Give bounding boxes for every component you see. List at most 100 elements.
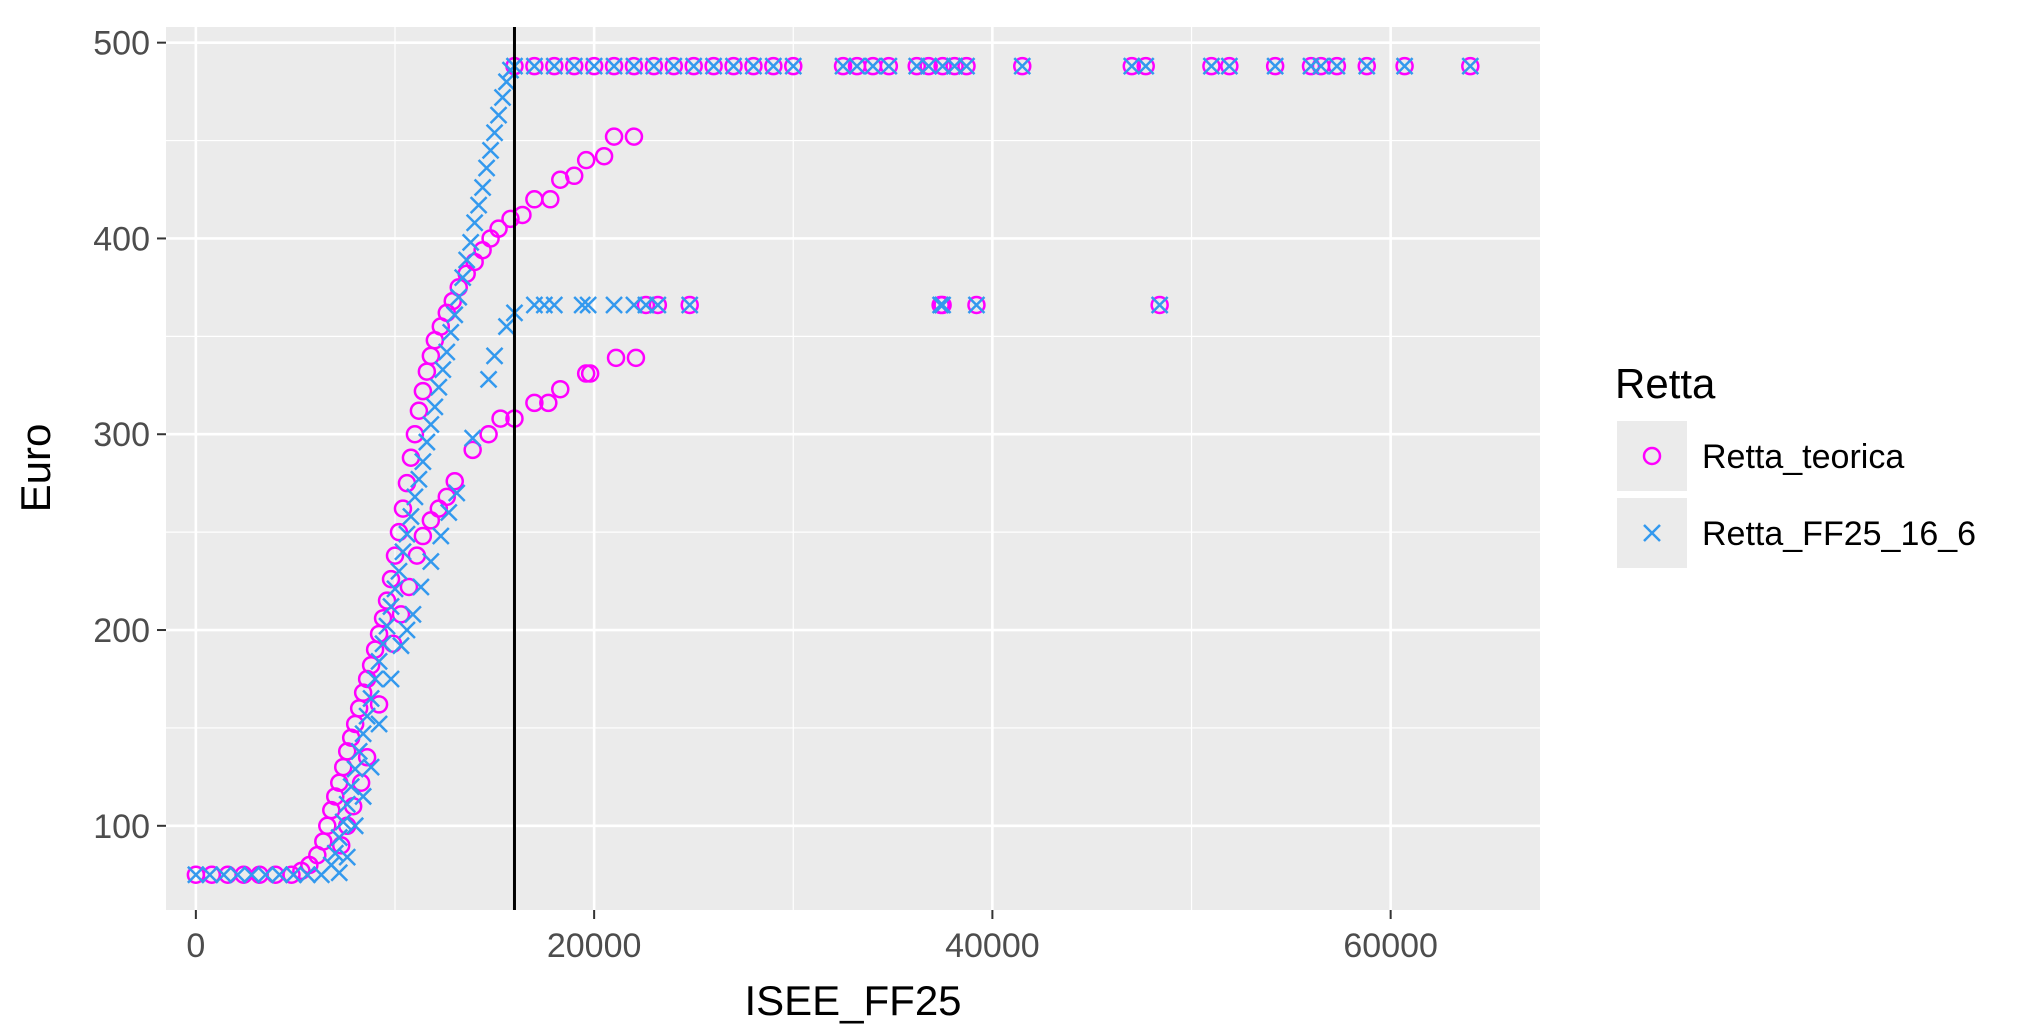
point-retta-ff25 [382,597,400,616]
point-retta-teorica [551,379,570,399]
grid-lines [166,27,1540,910]
point-retta-ff25 [1328,57,1346,76]
point-retta-ff25 [1312,57,1330,76]
point-retta-teorica [919,56,938,76]
point-retta-ff25 [242,865,261,884]
point-retta-ff25 [370,652,388,671]
point-retta-ff25 [481,141,500,160]
legend-label-retta-teorica: Retta_teorica [1702,438,1904,476]
point-retta-teorica [1357,56,1377,76]
point-retta-ff25 [214,865,233,884]
point-retta-teorica [684,56,703,76]
point-retta-ff25 [457,251,476,269]
point-retta-teorica [413,526,433,546]
point-retta-teorica [907,56,926,76]
point-retta-ff25 [338,795,357,814]
point-retta-ff25 [425,397,444,416]
point-retta-ff25 [346,760,365,778]
point-retta-ff25 [354,787,373,806]
point-retta-teorica [680,295,699,315]
legend-title: Retta [1615,360,1716,407]
point-retta-ff25 [256,865,275,884]
point-retta-teorica [764,56,783,76]
point-retta-ff25 [497,72,516,91]
point-retta-ff25 [326,844,345,863]
point-retta-teorica [331,836,351,855]
point-retta-ff25 [358,707,377,726]
point-retta-teorica [383,634,403,653]
point-retta-ff25 [284,865,303,884]
point-retta-ff25 [374,634,392,653]
point-retta-teorica [879,56,899,76]
point-retta-teorica [704,56,723,76]
y-tick-label: 200 [93,612,150,650]
point-retta-ff25 [410,470,428,489]
point-retta-ff25 [402,507,420,526]
point-retta-ff25 [579,296,598,314]
point-retta-ff25 [370,715,388,733]
point-retta-ff25 [412,578,430,596]
point-retta-ff25 [378,617,396,635]
point-retta-ff25 [429,378,448,397]
point-retta-ff25 [413,452,432,471]
point-retta-teorica [580,364,600,383]
point-retta-teorica [784,56,803,76]
point-retta-teorica [525,56,544,76]
point-retta-ff25 [957,57,976,76]
point-retta-ff25 [704,57,723,76]
point-retta-ff25 [1461,57,1480,76]
point-retta-ff25 [441,323,460,342]
point-retta-ff25 [648,296,667,314]
point-retta-ff25 [382,670,400,688]
point-retta-teorica [541,190,560,209]
point-retta-ff25 [439,503,458,522]
point-retta-teorica [624,56,644,76]
point-retta-ff25 [404,605,422,624]
point-retta-ff25 [764,57,783,76]
point-retta-ff25 [1395,57,1414,76]
y-tick-label: 500 [93,25,150,63]
point-retta-ff25 [386,580,404,598]
point-retta-teorica [933,56,952,76]
x-tick-label: 20000 [547,927,642,965]
point-retta-teorica [604,56,624,76]
point-retta-ff25 [573,296,592,314]
point-retta-teorica [393,499,413,518]
point-retta-ff25 [398,621,416,639]
point-retta-teorica [624,127,644,146]
point-retta-ff25 [1136,57,1155,76]
point-retta-ff25 [525,57,544,76]
point-retta-teorica [744,56,763,76]
point-retta-teorica [604,127,624,146]
point-retta-ff25 [390,562,408,581]
point-retta-ff25 [497,317,516,336]
point-retta-teorica [594,146,614,166]
point-retta-teorica [1395,56,1414,76]
point-retta-ff25 [585,57,604,76]
point-retta-ff25 [493,88,512,107]
point-retta-ff25 [437,343,456,361]
point-retta-ff25 [479,370,498,389]
point-retta-teorica [945,56,964,76]
point-retta-teorica [413,381,433,401]
point-retta-teorica [957,56,976,76]
point-retta-ff25 [625,57,643,76]
point-retta-teorica [1150,295,1169,315]
point-retta-teorica [1202,56,1221,76]
point-retta-teorica [564,56,584,76]
point-retta-ff25 [848,57,866,76]
point-retta-ff25 [1220,57,1239,76]
point-retta-teorica [282,865,301,885]
x-tick-label: 40000 [945,927,1040,965]
point-retta-teorica [833,56,853,76]
point-retta-ff25 [879,57,898,76]
point-retta-teorica [449,278,468,297]
point-retta-ff25 [453,268,472,287]
point-retta-ff25 [680,296,699,314]
point-retta-ff25 [724,57,743,76]
point-retta-teorica [967,295,986,315]
point-retta-teorica [463,440,482,460]
point-retta-ff25 [605,57,623,76]
point-retta-teorica [644,56,664,76]
point-retta-teorica [539,393,558,413]
